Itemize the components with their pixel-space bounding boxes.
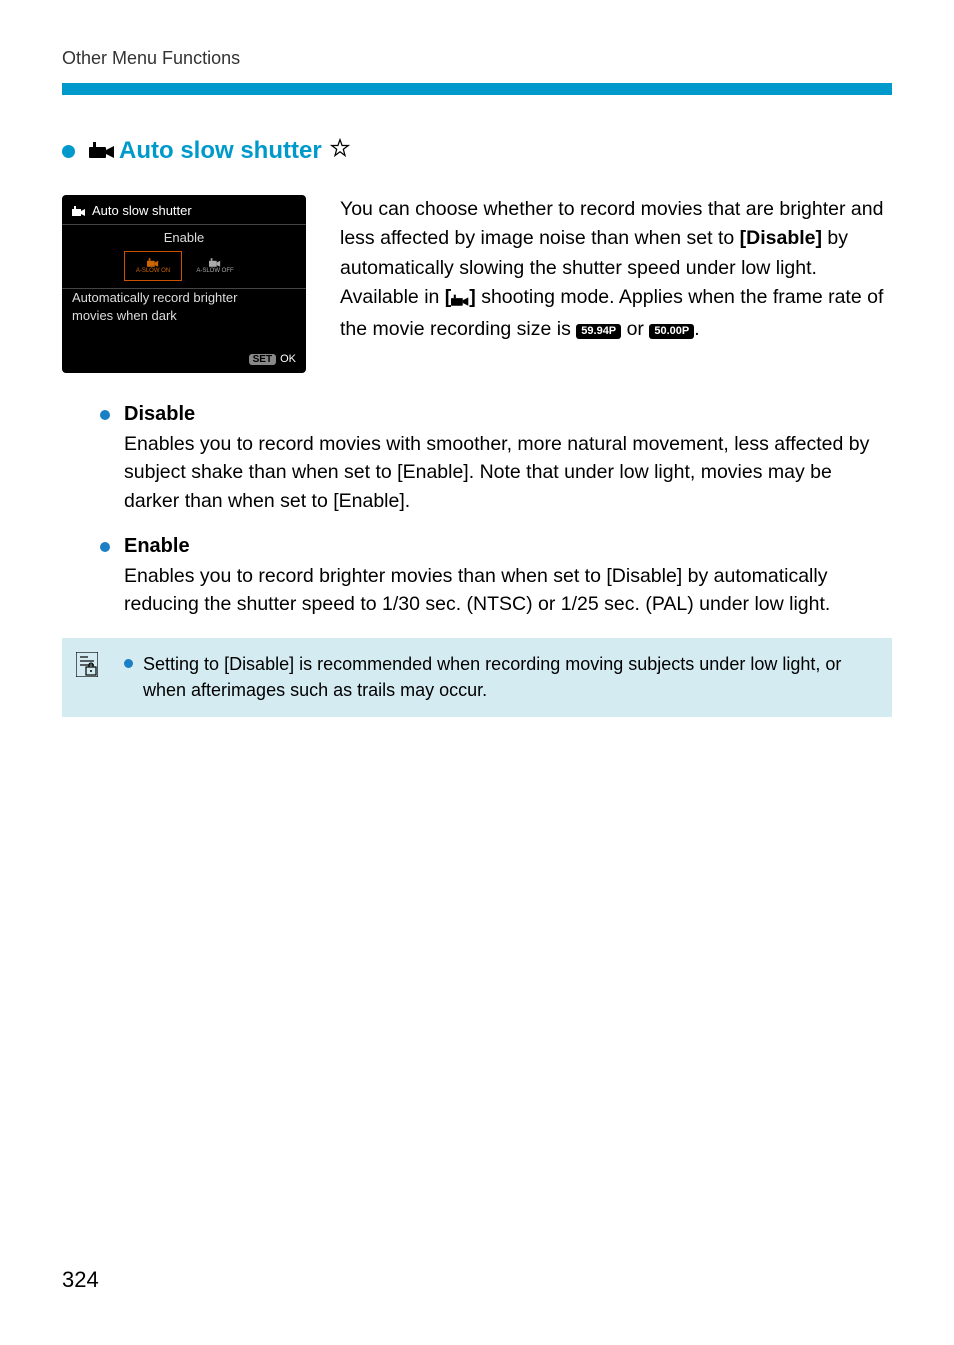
- screenshot-footer: SET OK: [249, 353, 296, 365]
- ok-text: OK: [280, 353, 296, 365]
- disable-section: Disable Enables you to record movies wit…: [100, 403, 892, 515]
- movie-camera-icon: [72, 206, 86, 216]
- set-badge: SET: [249, 354, 276, 365]
- screenshot-selected-label: Enable: [62, 225, 306, 250]
- page-number: 324: [62, 1267, 99, 1293]
- cyan-divider-bar: [62, 83, 892, 95]
- movie-camera-icon: [89, 137, 115, 165]
- page-header-title: Other Menu Functions: [62, 48, 892, 69]
- main-heading-text: Auto slow shutter: [119, 137, 322, 165]
- intro-row: Auto slow shutter Enable A-SLOW ON: [62, 195, 892, 373]
- screenshot-desc-line1: Automatically record brighter: [72, 289, 296, 307]
- bullet-dot: [124, 659, 133, 668]
- fps-badge-5994: 59.94P: [576, 324, 621, 339]
- movie-camera-icon: [451, 286, 469, 315]
- main-heading: Auto slow shutter: [62, 137, 892, 165]
- star-icon: [330, 137, 350, 165]
- enable-section: Enable Enables you to record brighter mo…: [100, 535, 892, 619]
- camera-menu-screenshot: Auto slow shutter Enable A-SLOW ON: [62, 195, 306, 373]
- disable-body: Enables you to record movies with smooth…: [100, 430, 892, 515]
- disable-heading: Disable: [124, 403, 195, 426]
- note-icon: [76, 652, 98, 682]
- enable-heading: Enable: [124, 535, 190, 558]
- option-a-slow-on: A-SLOW ON: [124, 251, 182, 281]
- screenshot-desc-line2: movies when dark: [72, 307, 296, 325]
- bullet-dot: [100, 410, 110, 420]
- note-box: Setting to [Disable] is recommended when…: [62, 638, 892, 716]
- screenshot-title: Auto slow shutter: [92, 203, 192, 218]
- bullet-dot: [100, 542, 110, 552]
- option-a-slow-off: A-SLOW OFF: [186, 251, 244, 281]
- note-text: Setting to [Disable] is recommended when…: [143, 652, 880, 702]
- fps-badge-5000: 50.00P: [649, 324, 694, 339]
- intro-text: You can choose whether to record movies …: [340, 195, 892, 373]
- enable-body: Enables you to record brighter movies th…: [100, 562, 892, 619]
- bullet-dot: [62, 145, 75, 158]
